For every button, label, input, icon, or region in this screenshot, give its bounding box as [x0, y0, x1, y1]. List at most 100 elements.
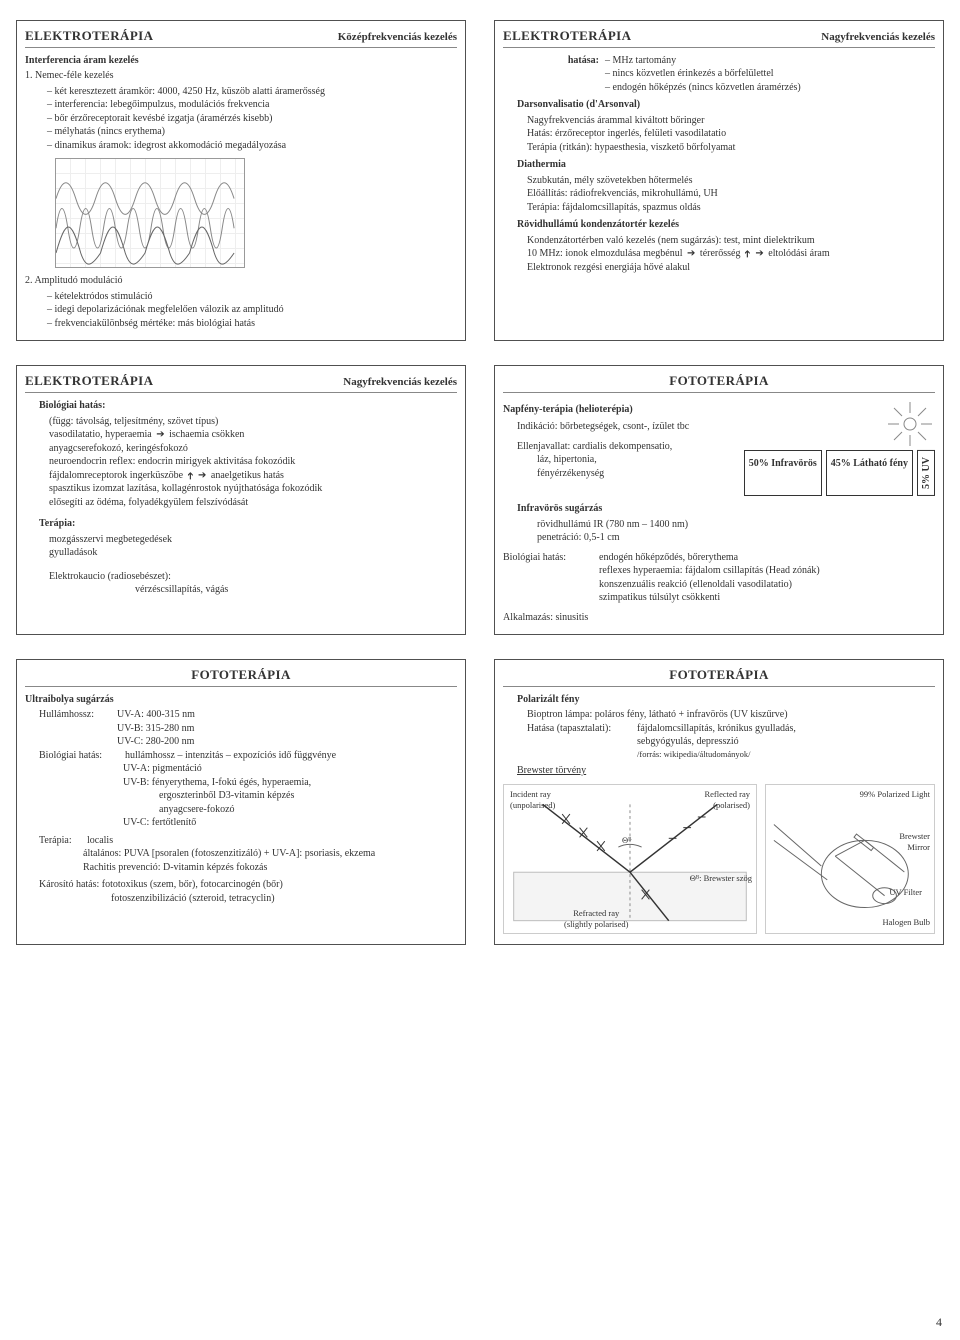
- text-line: Terápia (ritkán): hypaesthesia, viszkető…: [503, 141, 935, 155]
- list-item: endogén hőképzés (nincs közvetlen áramér…: [605, 81, 801, 95]
- diagram-label: Θᴮ: Brewster szög: [690, 873, 752, 884]
- brewster-diagram: Incident ray (unpolarised) Reflected ray…: [503, 784, 757, 934]
- panel-header: FOTOTERÁPIA: [503, 666, 935, 687]
- diagram-label: Reflected ray (polarised): [704, 789, 750, 812]
- text-part: eltolódási áram: [768, 248, 829, 259]
- text-line: Elektronok rezgési energiája hővé alakul: [503, 261, 935, 275]
- diagram-label: 99% Polarized Light: [860, 789, 930, 800]
- list-item: dinamikus áramok: idegrost akkomodáció m…: [47, 139, 457, 153]
- list-item: két keresztezett áramkör: 4000, 4250 Hz,…: [47, 85, 457, 99]
- text-line: hullámhossz – intenzitás – expozíciós id…: [125, 749, 336, 763]
- section-title: Ultraibolya sugárzás: [25, 693, 457, 707]
- text-line: UV-C: fertőtlenítő: [123, 816, 457, 830]
- text-line: Indikáció: bőrbetegségek, csont-, ízület…: [503, 420, 875, 434]
- text-line: Károsító hatás: fototoxikus (szem, bőr),…: [25, 878, 457, 892]
- list-item: kételektródos stimuláció: [47, 290, 457, 304]
- sun-icon: [885, 399, 935, 449]
- text-line: Hatás: érzőreceptor ingerlés, felületi v…: [503, 127, 935, 141]
- diagram-label: UV Filter: [889, 887, 922, 898]
- label: Hullámhossz:: [39, 708, 113, 749]
- text-part: térerősség: [700, 248, 743, 259]
- text-line: anyagcserefokozó, keringésfokozó: [25, 442, 457, 456]
- text-line: ergoszterinből D3-vitamin képzés: [123, 789, 457, 803]
- diagram-label: Θᴮ: [622, 835, 631, 846]
- text-part: anaelgetikus hatás: [211, 470, 284, 481]
- panel-elektro-nagy1: ELEKTROTERÁPIA Nagyfrekvenciás kezelés h…: [494, 20, 944, 341]
- panel-subtitle: Nagyfrekvenciás kezelés: [821, 30, 935, 45]
- arrow-up-icon: ➔: [184, 470, 198, 480]
- text-part: ischaemia csökken: [169, 429, 244, 440]
- text-line: Alkalmazás: sinusitis: [503, 611, 935, 625]
- text-line: Rachitis prevenció: D-vitamin képzés fok…: [25, 861, 457, 875]
- page-number: 4: [936, 1315, 942, 1330]
- label: hatása:: [568, 55, 599, 66]
- list: két keresztezett áramkör: 4000, 4250 Hz,…: [25, 85, 457, 153]
- text-line: UV-A: 400-315 nm: [117, 708, 195, 722]
- text-line: szimpatikus túlsúlyt csökkenti: [599, 591, 820, 605]
- panel-header: FOTOTERÁPIA: [25, 666, 457, 687]
- panel-header: ELEKTROTERÁPIA Középfrekvenciás kezelés: [25, 27, 457, 48]
- panel-title: ELEKTROTERÁPIA: [25, 27, 153, 45]
- text-line: Előállítás: rádiofrekvenciás, mikrohullá…: [503, 187, 935, 201]
- section-title: Infravörös sugárzás: [503, 502, 935, 516]
- panel-foto-uv: FOTOTERÁPIA Ultraibolya sugárzás Hullámh…: [16, 659, 466, 945]
- arrow-right-icon: ➔: [685, 247, 697, 261]
- bioptron-lamp-diagram: 99% Polarized Light Brewster Mirror UV F…: [765, 784, 935, 934]
- panel-header: ELEKTROTERÁPIA Nagyfrekvenciás kezelés: [503, 27, 935, 48]
- panel-foto-nap: FOTOTERÁPIA Napfény-terápia (helioterépi…: [494, 365, 944, 635]
- diagram-label: Refracted ray (slightly polarised): [564, 908, 628, 931]
- list-item: mélyhatás (nincs erythema): [47, 125, 457, 139]
- text-line: gyulladások: [25, 546, 457, 560]
- list-item-label: 1. Nemec-féle kezelés: [25, 69, 457, 83]
- section-title: Interferencia áram kezelés: [25, 54, 457, 68]
- spectrum-box-ir: 50% Infravörös: [744, 450, 822, 496]
- text-line: anyagcsere-fokozó: [123, 803, 457, 817]
- text-line: 10 MHz: ionok elmozdulása megbénul ➔ tér…: [503, 247, 935, 261]
- list-item: frekvenciakülönbség mértéke: más biológi…: [47, 317, 457, 331]
- text-line: vérzéscsillapítás, vágás: [25, 583, 457, 597]
- panel-elektro-kozep: ELEKTROTERÁPIA Középfrekvenciás kezelés …: [16, 20, 466, 341]
- panel-title: FOTOTERÁPIA: [191, 666, 291, 684]
- list-item: idegi depolarizációnak megfelelően váloz…: [47, 303, 457, 317]
- section-title: Diathermia: [503, 158, 935, 172]
- arrow-right-icon: ➔: [154, 428, 166, 442]
- text-line: Nagyfrekvenciás árammal kiváltott bőring…: [503, 114, 935, 128]
- panel-title: FOTOTERÁPIA: [669, 666, 769, 684]
- label: Terápia:: [39, 834, 83, 848]
- panel-header: FOTOTERÁPIA: [503, 372, 935, 393]
- panel-title: ELEKTROTERÁPIA: [25, 372, 153, 390]
- text-line: Kondenzátortérben való kezelés (nem sugá…: [503, 234, 935, 248]
- panel-header: ELEKTROTERÁPIA Nagyfrekvenciás kezelés: [25, 372, 457, 393]
- label: Biológiai hatás:: [503, 551, 593, 605]
- section-title: Biológiai hatás:: [25, 399, 457, 413]
- panel-elektro-nagy2: ELEKTROTERÁPIA Nagyfrekvenciás kezelés B…: [16, 365, 466, 635]
- text-line: Elektrokaucio (radiosebészet):: [25, 570, 457, 584]
- text-line: általános: PUVA [psoralen (fotoszenzitiz…: [25, 847, 457, 861]
- text-line: UV-B: fényerythema, I-fokú égés, hyperae…: [123, 776, 457, 790]
- section-title: Napfény-terápia (helioterépia): [503, 403, 875, 417]
- text-line: UV-C: 280-200 nm: [117, 735, 195, 749]
- spectrum-box-visible: 45% Látható fény: [826, 450, 913, 496]
- label: Biológiai hatás:: [39, 749, 121, 763]
- waveform-icon: [56, 159, 244, 268]
- text-line: UV-A: pigmentáció: [123, 762, 457, 776]
- text-line: penetráció: 0,5-1 cm: [503, 531, 935, 545]
- text-line: mozgásszervi megbetegedések: [25, 533, 457, 547]
- text-line: endogén hőképződés, bőrerythema: [599, 551, 820, 565]
- list: MHz tartomány nincs közvetlen érinkezés …: [605, 54, 801, 95]
- text-line: reflexes hyperaemia: fájdalom csillapítá…: [599, 564, 820, 578]
- section-title: Brewster törvény: [503, 764, 935, 778]
- section-title: Terápia:: [25, 517, 457, 531]
- section-title: Darsonvalisatio (d'Arsonval): [503, 98, 935, 112]
- diagram-label: Halogen Bulb: [883, 917, 930, 928]
- text-line: Szubkután, mély szövetekben hőtermelés: [503, 174, 935, 188]
- section-title: Rövidhullámú kondenzátortér kezelés: [503, 218, 935, 232]
- panel-subtitle: Nagyfrekvenciás kezelés: [343, 375, 457, 390]
- text-line: fájdalomreceptorok ingerküszöbe ➔➔ anael…: [25, 469, 457, 483]
- list-item-label: 2. Amplitudó moduláció: [25, 274, 457, 288]
- diagram-label: Incident ray (unpolarised): [510, 789, 555, 812]
- section-title: Polarizált fény: [503, 693, 935, 707]
- list: kételektródos stimuláció idegi depolariz…: [25, 290, 457, 331]
- text-line: neuroendocrin reflex: endocrin mirigyek …: [25, 455, 457, 469]
- text-line: fotoszenzibilizáció (szteroid, tetracycl…: [25, 892, 457, 906]
